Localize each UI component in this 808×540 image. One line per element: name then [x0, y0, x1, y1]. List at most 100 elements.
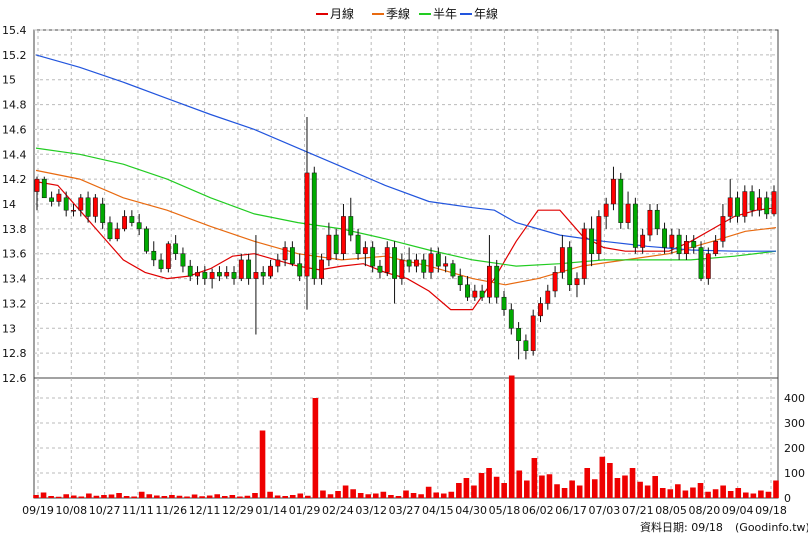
candle-body	[246, 259, 252, 279]
candlesticks	[34, 117, 777, 360]
candle-body	[202, 272, 208, 279]
volume-bar	[637, 481, 643, 498]
volume-bar	[735, 488, 742, 498]
candle-body	[217, 272, 222, 277]
volume-bar	[63, 494, 70, 498]
candle-body	[304, 172, 310, 277]
legend-label: 半年	[433, 7, 457, 21]
date-tick-label: 07/03	[589, 504, 621, 517]
volume-bar	[184, 496, 190, 498]
volume-bar	[214, 494, 221, 498]
volume-bar	[584, 468, 591, 498]
date-tick-label: 04/30	[455, 504, 487, 517]
candle-body	[289, 247, 295, 264]
volume-bar	[244, 495, 251, 498]
candle-body	[63, 197, 69, 211]
site-label: (Goodinfo.tw)	[735, 521, 808, 534]
candle-body	[435, 253, 441, 267]
moving-average-lines	[35, 54, 777, 311]
legend-label: 月線	[330, 6, 354, 21]
volume-bar	[486, 468, 492, 498]
price-tick-label: 12.6	[2, 372, 27, 385]
volume-bar	[350, 489, 356, 498]
volume-bar	[773, 480, 779, 498]
candle-body	[720, 216, 726, 242]
date-tick-label: 09/18	[755, 504, 787, 517]
volume-bar	[403, 490, 409, 498]
volume-bar	[320, 490, 326, 498]
candle-body	[49, 197, 55, 202]
candle-body	[450, 263, 456, 277]
candle-body	[136, 222, 142, 230]
date-tick-label: 12/11	[189, 504, 221, 517]
volume-bar	[335, 491, 341, 498]
volume-bar	[388, 495, 394, 498]
date-tick-label: 09/04	[722, 504, 754, 517]
candle-body	[406, 259, 412, 267]
volume-tick-label: 300	[784, 417, 805, 430]
candle-body	[662, 228, 667, 248]
candle-body	[392, 247, 397, 279]
candle-body	[107, 222, 113, 240]
candle-body	[165, 243, 171, 269]
volume-bar	[93, 495, 100, 498]
date-tick-label: 04/15	[422, 504, 454, 517]
date-tick-label: 01/29	[289, 504, 321, 517]
volume-bar	[108, 494, 115, 498]
volume-bar	[206, 495, 213, 498]
candle-body	[465, 284, 470, 298]
candle-body	[187, 265, 193, 277]
candle-body	[611, 178, 616, 205]
candle-body	[129, 216, 135, 223]
price-tick-label: 13.8	[2, 223, 27, 236]
date-tick-label: 06/02	[522, 504, 554, 517]
volume-bar	[372, 493, 379, 498]
volume-bar	[380, 491, 387, 498]
candle-body	[574, 278, 580, 286]
candle-body	[260, 272, 266, 277]
volume-bar	[327, 494, 334, 498]
candle-body	[319, 259, 325, 279]
candle-body	[735, 197, 740, 217]
volume-bar	[501, 483, 507, 498]
volume-tick-label: 400	[784, 392, 805, 405]
volume-bar	[765, 491, 772, 498]
candle-body	[764, 197, 770, 215]
volume-tick-label: 0	[784, 492, 791, 505]
date-tick-label: 12/29	[222, 504, 254, 517]
volume-bar	[682, 490, 689, 498]
volume-bar	[33, 495, 39, 498]
candle-body	[333, 234, 339, 254]
candle-body	[158, 259, 164, 269]
price-tick-label: 14.8	[2, 99, 27, 112]
volume-bar	[629, 468, 636, 498]
candle-body	[268, 265, 273, 277]
price-tick-label: 15	[2, 74, 16, 87]
candle-body	[494, 265, 500, 298]
candle-body	[771, 191, 777, 215]
candle-body	[238, 259, 244, 279]
volume-bar	[131, 496, 137, 498]
candle-body	[100, 203, 106, 223]
volume-bar	[48, 496, 54, 498]
date-tick-label: 11/11	[122, 504, 154, 517]
volume-bar	[305, 495, 311, 498]
volume-bar	[554, 484, 560, 498]
date-tick-label: 08/05	[655, 504, 687, 517]
volume-bar	[312, 398, 319, 498]
volume-bar	[539, 475, 545, 498]
price-axis-labels: 12.6 12.8 13 13.2 13.4 13.6 13.8 14 14.2 14.4 14.6…	[2, 24, 27, 385]
candle-body	[559, 247, 565, 273]
volume-bar	[123, 496, 130, 498]
price-tick-label: 14.4	[2, 148, 27, 161]
volume-bar	[750, 493, 757, 498]
candle-body	[647, 209, 653, 236]
volume-bar	[727, 491, 734, 498]
volume-bar	[70, 495, 77, 498]
candle-body	[486, 265, 492, 298]
candle-body	[173, 243, 179, 254]
price-tick-label: 12.8	[2, 347, 27, 360]
volume-bar	[116, 493, 122, 498]
candle-body	[603, 203, 609, 217]
